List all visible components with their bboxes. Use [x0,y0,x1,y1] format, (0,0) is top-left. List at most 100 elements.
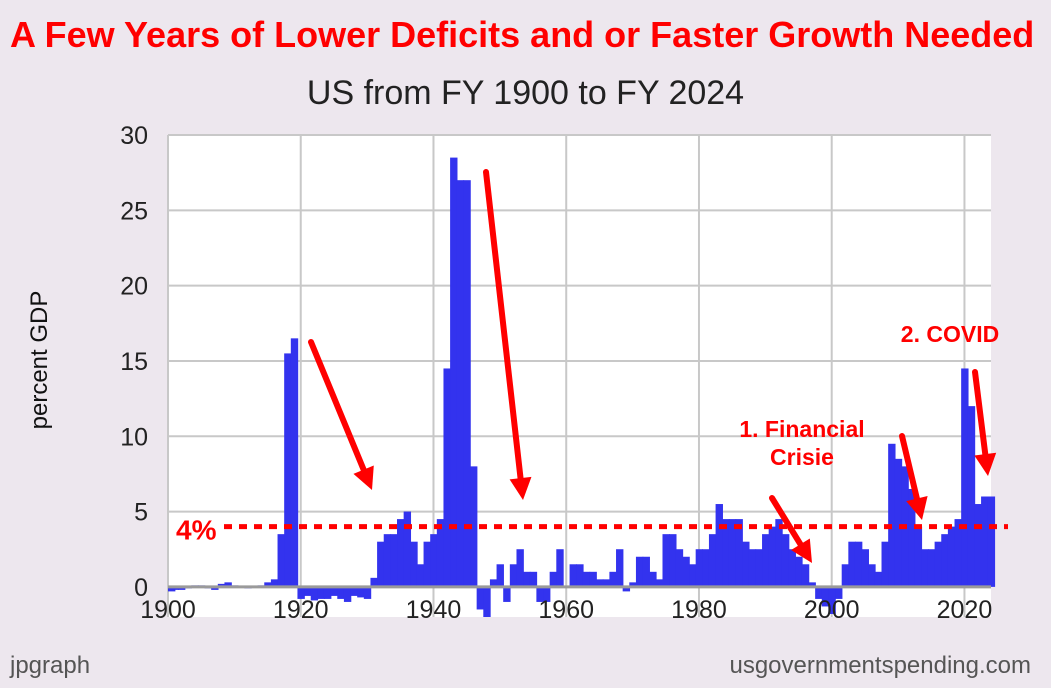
y-tick-label: 25 [120,197,148,225]
data-bar [529,571,538,587]
data-bar [549,571,558,587]
data-bar [781,534,790,587]
data-bar [463,180,471,587]
y-tick-label: 20 [120,273,148,301]
data-bar [655,579,664,587]
y-tick-label: 15 [120,348,148,376]
data-bar [689,564,697,587]
data-bar [722,519,730,587]
data-bar [868,564,876,587]
data-bar [967,406,976,587]
x-tick-label: 1900 [140,596,196,624]
data-bar [397,519,405,587]
data-bar [569,564,577,587]
data-bar [343,586,352,602]
data-bar [642,556,650,587]
data-bar [715,504,723,587]
data-bar [177,586,186,590]
data-bar [582,571,591,587]
data-bar [702,549,710,587]
data-bar [755,549,763,587]
data-bar [304,586,312,596]
data-bar [835,586,843,599]
data-bar [941,534,949,587]
data-bar [377,541,385,587]
data-bar [323,586,332,599]
data-bar [908,488,916,587]
data-bar [370,577,378,587]
data-bar [317,586,325,599]
data-bar [708,534,717,587]
data-bar [483,586,491,617]
x-tick-label: 1960 [538,596,594,624]
footer-credit: jpgraph [10,652,91,679]
data-bar [609,571,617,587]
data-bar [536,586,544,602]
data-bar [768,526,777,587]
data-bar [224,582,232,587]
data-bar [828,586,836,614]
data-bar [436,519,445,587]
data-bar [470,466,478,587]
data-bar [383,534,392,587]
annotation-financial-crisis: Crisie [770,444,834,470]
footer-source: usgovernmentspending.com [729,652,1031,679]
annotation-financial-crisis: 1. Financial [739,416,864,442]
annotation-arrow [483,169,524,482]
data-bar [762,534,770,587]
data-bar [888,443,896,587]
data-bar [927,549,936,587]
data-bar [775,519,783,587]
data-bar [742,541,750,587]
data-bar [543,586,551,602]
plot-area [168,135,991,617]
data-bar [589,571,597,587]
data-bar [450,157,458,587]
x-tick-label: 2000 [804,596,860,624]
data-bar [881,541,889,587]
annotation-arrow [899,433,920,502]
data-bar [509,564,518,587]
data-bar [987,496,996,587]
data-bar [728,519,737,587]
x-tick-label: 1940 [406,596,462,624]
annotation-covid: 2. COVID [901,321,999,347]
data-bar [788,549,796,587]
data-bar [357,586,365,598]
data-bar [350,586,358,596]
data-bar [476,586,485,610]
data-bar [622,586,631,592]
data-bar [410,541,418,587]
data-bar [330,586,339,596]
data-bar [635,556,644,587]
x-tick-label: 2020 [937,596,993,624]
data-bar [596,579,604,587]
data-bar [914,526,923,587]
data-bar [416,564,425,587]
threshold-label: 4% [176,515,217,546]
data-bar [489,579,498,587]
data-bar [854,541,863,587]
data-bar [841,564,850,587]
data-bar [874,571,883,587]
data-bar [675,549,684,587]
data-bar [695,549,704,587]
data-bar [795,556,803,587]
data-bar [456,180,465,587]
data-bar [629,582,637,587]
data-bar [682,556,690,587]
data-bar [496,564,504,587]
data-bar [171,586,179,590]
data-bar [861,549,869,587]
data-bar [290,338,299,587]
data-bar [363,586,372,599]
data-bar [894,458,903,587]
annotation-arrow [972,369,989,458]
data-bar [516,549,524,587]
data-bar [947,526,956,587]
data-bar [821,586,830,607]
data-bar [815,586,823,599]
data-bar [284,353,292,587]
x-tick-label: 1920 [273,596,329,624]
